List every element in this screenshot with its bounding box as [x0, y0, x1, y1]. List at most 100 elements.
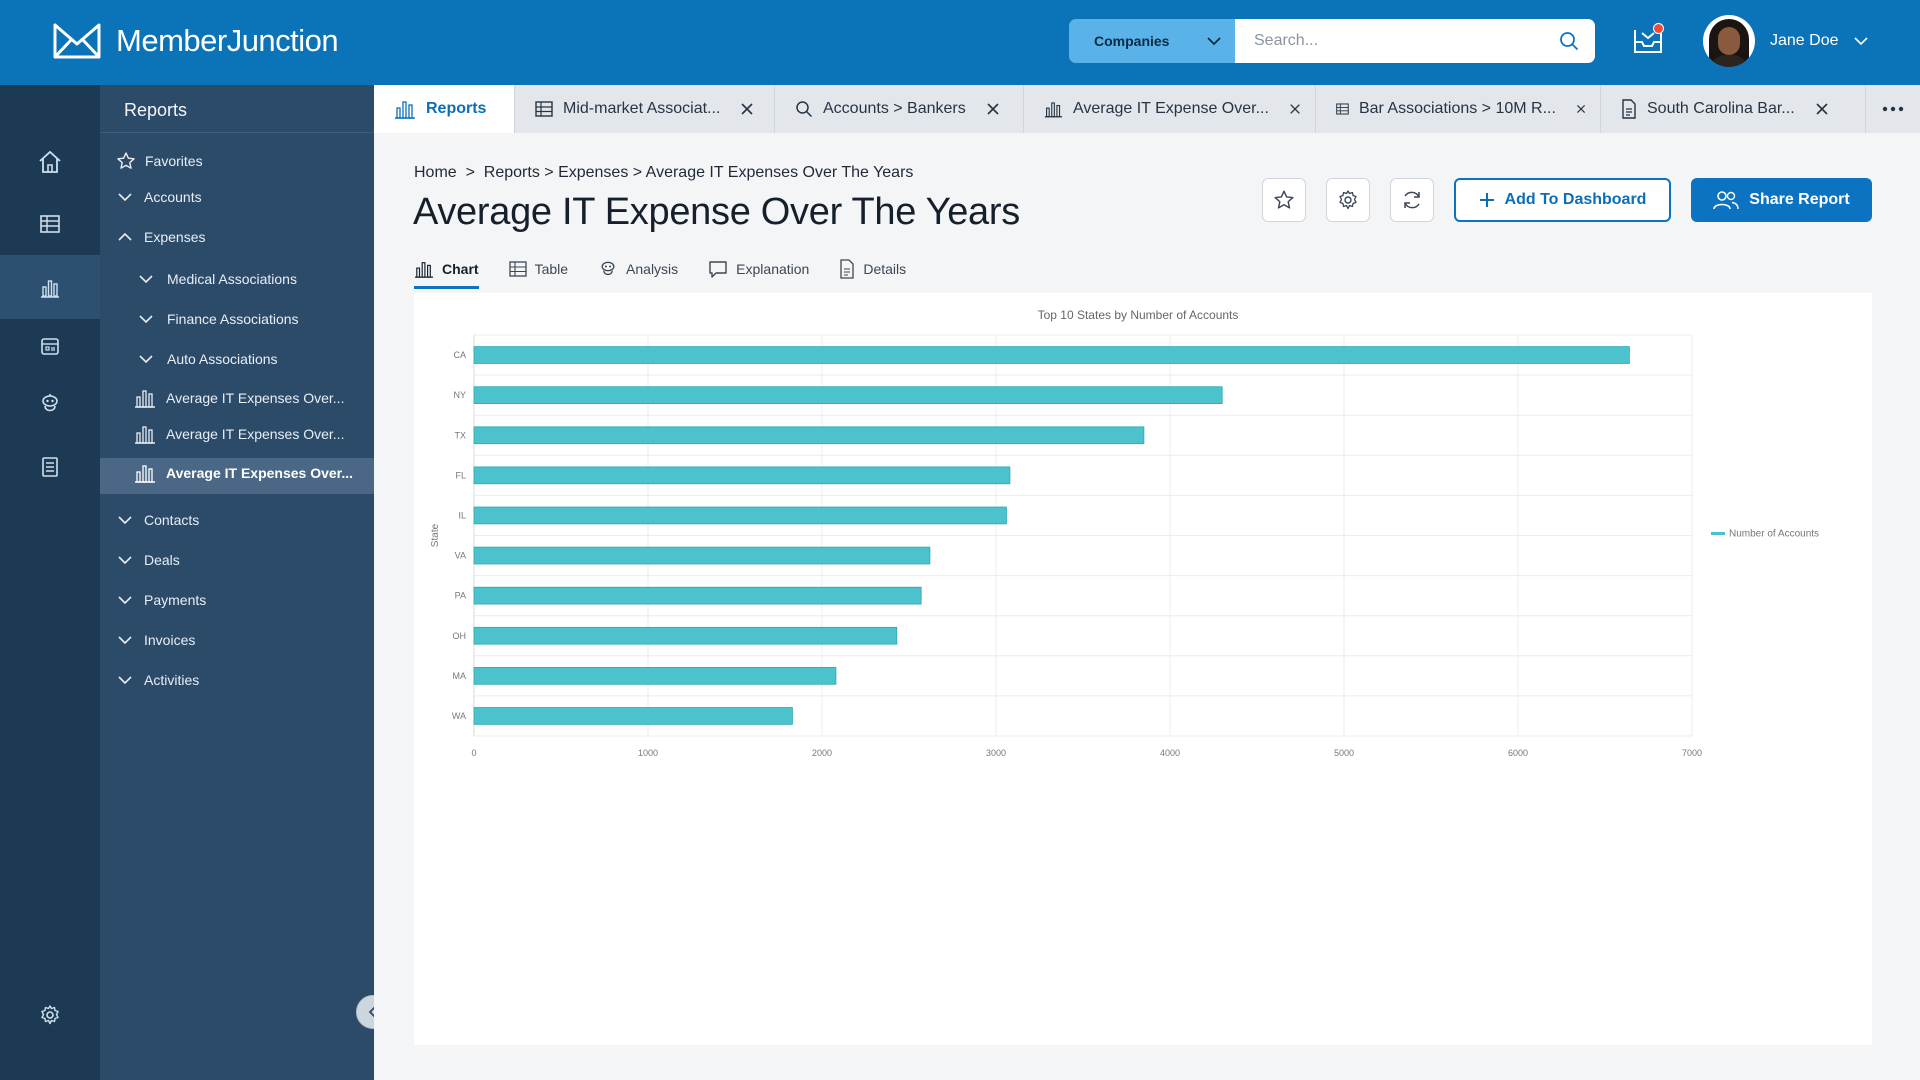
- chevron-down-icon: [118, 556, 132, 565]
- tab-bar-associations[interactable]: Bar Associations > 10M R...: [1316, 85, 1601, 133]
- tab-details[interactable]: Details: [839, 253, 906, 285]
- tab-explanation-label: Explanation: [736, 261, 810, 277]
- sidebar-item-label: Accounts: [144, 189, 202, 205]
- sidebar-item-label: Average IT Expenses Over...: [166, 390, 345, 406]
- app-logo[interactable]: MemberJunction: [52, 22, 339, 60]
- y-tick-label: TX: [454, 430, 466, 440]
- notifications-button[interactable]: [1631, 22, 1665, 61]
- star-icon: [117, 152, 135, 169]
- app-name: MemberJunction: [116, 23, 339, 58]
- home-icon: [39, 150, 61, 173]
- search-input[interactable]: [1254, 32, 1559, 50]
- tab-south-carolina[interactable]: South Carolina Bar...: [1601, 85, 1866, 133]
- close-icon[interactable]: [986, 102, 1000, 116]
- y-tick-label: FL: [455, 470, 466, 480]
- x-tick-label: 4000: [1160, 748, 1180, 758]
- search-icon: [796, 101, 813, 118]
- chart-bar: [473, 426, 1145, 445]
- sidebar-item-report-1[interactable]: Average IT Expenses Over...: [134, 388, 344, 408]
- rail-home[interactable]: [0, 130, 100, 194]
- tab-average-it-expense[interactable]: Average IT Expense Over...: [1024, 85, 1316, 133]
- grid-icon: [40, 215, 60, 233]
- bar-chart: Top 10 States by Number of Accounts CA NY T…: [430, 308, 1819, 758]
- sidebar-item-auto[interactable]: Auto Associations: [139, 351, 278, 367]
- list-icon: [42, 457, 58, 477]
- sidebar-item-deals[interactable]: Deals: [118, 552, 180, 568]
- y-tick-label: CA: [453, 350, 466, 360]
- y-tick-label: WA: [452, 711, 466, 721]
- rail-list[interactable]: [0, 435, 100, 499]
- tab-analysis[interactable]: Analysis: [598, 253, 678, 285]
- chevron-down-icon: [118, 636, 132, 645]
- chevron-down-icon: [118, 596, 132, 605]
- top-header: MemberJunction Companies Jane Doe: [0, 0, 1920, 85]
- rail-calendar[interactable]: [0, 314, 100, 378]
- x-tick-label: 6000: [1508, 748, 1528, 758]
- close-icon[interactable]: [1815, 102, 1829, 116]
- close-icon[interactable]: [740, 102, 754, 116]
- sidebar-item-medical[interactable]: Medical Associations: [139, 271, 297, 287]
- sidebar-item-label: Finance Associations: [167, 311, 299, 327]
- chart-bar: [473, 586, 922, 605]
- sidebar-item-accounts[interactable]: Accounts: [118, 189, 202, 205]
- grid-icon: [508, 261, 527, 277]
- tab-explanation[interactable]: Explanation: [708, 253, 809, 285]
- favorite-button[interactable]: [1262, 178, 1306, 222]
- tab-label: Average IT Expense Over...: [1072, 100, 1269, 117]
- refresh-button[interactable]: [1390, 178, 1434, 222]
- sidebar-item-label: Medical Associations: [167, 271, 297, 287]
- chart-bar: [473, 546, 931, 565]
- search-field: [1235, 19, 1595, 63]
- sidebar-item-expenses[interactable]: Expenses: [118, 229, 205, 245]
- user-menu[interactable]: Jane Doe: [1703, 15, 1868, 67]
- sidebar-item-report-3[interactable]: Average IT Expenses Over...: [134, 463, 353, 483]
- search-icon[interactable]: [1559, 31, 1579, 51]
- chevron-down-icon: [139, 275, 153, 284]
- tab-chart-label: Chart: [442, 261, 479, 277]
- rail-reports[interactable]: [0, 255, 100, 319]
- sidebar-item-report-2[interactable]: Average IT Expenses Over...: [134, 424, 344, 444]
- tab-reports[interactable]: Reports: [374, 85, 515, 133]
- sidebar-item-favorites[interactable]: Favorites: [116, 151, 203, 171]
- more-tabs-button[interactable]: [1866, 85, 1920, 133]
- nav-rail: [0, 85, 100, 1080]
- tab-table-label: Table: [534, 261, 569, 277]
- rail-tables[interactable]: [0, 192, 100, 256]
- settings-button[interactable]: [1326, 178, 1370, 222]
- robot-icon: [601, 261, 615, 276]
- page-title: Average IT Expense Over The Years: [413, 191, 1020, 233]
- tab-accounts-bankers[interactable]: Accounts > Bankers: [775, 85, 1024, 133]
- chart-bar: [473, 667, 837, 685]
- tab-chart[interactable]: Chart: [414, 253, 479, 289]
- reports-sidebar: Reports Favorites Accounts Expenses Medi…: [100, 85, 374, 1080]
- tab-mid-market[interactable]: Mid-market Associat...: [515, 85, 775, 133]
- robot-icon: [42, 394, 58, 412]
- add-to-dashboard-button[interactable]: Add To Dashboard: [1454, 178, 1671, 222]
- users-icon: [1713, 191, 1739, 210]
- sidebar-item-activities[interactable]: Activities: [118, 672, 199, 688]
- tab-label: Accounts > Bankers: [823, 100, 966, 117]
- calendar-icon: [41, 338, 59, 355]
- tab-label: Reports: [426, 100, 487, 117]
- tab-table[interactable]: Table: [508, 253, 569, 285]
- sidebar-item-invoices[interactable]: Invoices: [118, 632, 195, 648]
- sidebar-item-contacts[interactable]: Contacts: [118, 512, 199, 528]
- rail-settings[interactable]: [0, 983, 100, 1047]
- close-icon[interactable]: [1576, 102, 1586, 116]
- share-report-button[interactable]: Share Report: [1691, 178, 1872, 222]
- rail-ai[interactable]: [0, 372, 100, 436]
- sidebar-item-label: Activities: [144, 672, 200, 688]
- search-scope-select[interactable]: Companies: [1069, 19, 1235, 63]
- chevron-down-icon: [139, 315, 153, 324]
- close-icon[interactable]: [1289, 102, 1301, 116]
- tab-label: Bar Associations > 10M R...: [1358, 100, 1556, 117]
- breadcrumb: Home > Reports > Expenses > Average IT E…: [414, 164, 914, 181]
- chart-bar: [473, 466, 1011, 485]
- search-scope-label: Companies: [1094, 33, 1170, 49]
- tab-details-label: Details: [863, 261, 907, 277]
- sidebar-item-finance[interactable]: Finance Associations: [139, 311, 299, 327]
- report-view-tabs: Chart Table Analysis Explanation Details: [414, 253, 936, 293]
- sidebar-item-payments[interactable]: Payments: [118, 592, 206, 608]
- document-icon: [1622, 99, 1636, 119]
- logo-icon: [53, 23, 101, 59]
